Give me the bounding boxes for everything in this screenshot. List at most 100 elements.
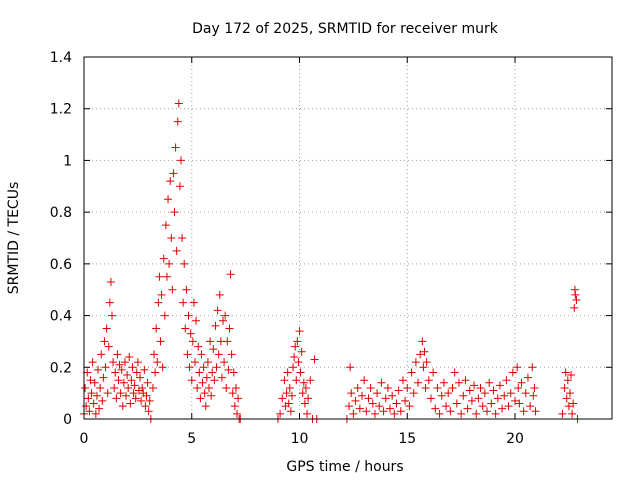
data-point: [498, 404, 507, 413]
data-point: [142, 391, 151, 400]
data-point: [179, 298, 188, 307]
data-point: [353, 383, 362, 392]
data-point: [392, 399, 401, 408]
y-tick-label: 0.2: [50, 360, 72, 376]
data-point: [81, 383, 90, 392]
data-point: [530, 383, 539, 392]
data-point: [105, 298, 114, 307]
data-point: [375, 402, 384, 411]
data-point: [210, 376, 219, 385]
data-point: [448, 383, 457, 392]
data-point: [523, 373, 532, 382]
data-point: [97, 350, 106, 359]
data-point: [96, 383, 105, 392]
data-point: [197, 350, 206, 359]
data-point: [160, 311, 169, 320]
data-point: [383, 383, 392, 392]
data-point: [517, 378, 526, 387]
data-point: [89, 399, 98, 408]
data-point: [106, 277, 115, 286]
data-point: [306, 376, 315, 385]
data-point: [431, 404, 440, 413]
data-point: [112, 394, 121, 403]
data-point: [132, 368, 141, 377]
data-point: [145, 396, 154, 405]
data-point: [295, 327, 304, 336]
data-point: [300, 399, 309, 408]
data-point: [381, 394, 390, 403]
data-point: [426, 394, 435, 403]
data-point: [113, 350, 122, 359]
x-tick-labels: 0 5 10 15 20: [80, 431, 524, 447]
y-axis-label: SRMTID / TECUs: [6, 182, 22, 295]
data-point: [187, 376, 196, 385]
data-point: [178, 234, 187, 242]
data-point: [189, 298, 198, 307]
data-point: [117, 365, 126, 374]
data-point: [485, 378, 494, 387]
data-point: [452, 399, 461, 408]
data-point: [424, 376, 433, 385]
data-point: [100, 337, 109, 346]
data-point: [159, 254, 168, 263]
data-point: [478, 402, 487, 411]
data-point: [168, 285, 177, 294]
data-point: [118, 402, 127, 411]
data-point: [129, 389, 138, 398]
data-point: [283, 368, 292, 377]
data-point: [194, 342, 203, 351]
data-point: [511, 396, 520, 405]
data-point: [109, 358, 118, 367]
data-point: [289, 363, 298, 372]
data-point: [296, 368, 305, 377]
data-point: [110, 383, 119, 392]
data-point: [569, 399, 578, 408]
data-point: [196, 394, 205, 403]
data-point: [91, 409, 100, 418]
data-point: [419, 363, 428, 372]
data-point: [195, 368, 204, 377]
data-point: [137, 396, 146, 405]
data-point: [213, 306, 222, 315]
data-point: [190, 358, 199, 367]
data-point: [303, 409, 312, 418]
data-point: [123, 371, 132, 380]
data-point: [562, 394, 571, 403]
data-point: [373, 389, 382, 398]
data-point: [418, 337, 427, 346]
grid-lines: [84, 57, 612, 419]
data-point: [500, 391, 509, 400]
data-point: [126, 399, 135, 408]
data-point: [211, 321, 220, 330]
data-point: [429, 368, 438, 377]
data-point: [294, 358, 303, 367]
data-point: [514, 383, 523, 392]
data-point: [217, 373, 226, 382]
data-point: [403, 383, 412, 392]
data-point: [297, 347, 306, 356]
data-point: [502, 376, 511, 385]
data-point: [180, 259, 189, 268]
data-point: [133, 358, 142, 367]
x-tick-label: 15: [398, 431, 416, 447]
x-axis-label: GPS time / hours: [286, 459, 403, 475]
data-point: [560, 383, 569, 392]
data-point: [231, 383, 240, 392]
data-point: [171, 143, 180, 152]
data-point: [290, 352, 299, 361]
data-point: [207, 391, 216, 400]
data-point: [571, 290, 580, 299]
y-tick-label: 0.8: [50, 205, 72, 221]
data-point: [199, 363, 208, 372]
data-point: [226, 270, 235, 279]
data-point: [346, 363, 355, 372]
data-point: [115, 360, 124, 369]
data-point: [483, 407, 492, 416]
data-point: [183, 350, 192, 359]
data-point: [188, 337, 197, 346]
data-point: [222, 383, 231, 392]
data-point: [130, 381, 139, 390]
data-point: [148, 383, 157, 392]
y-tick-label: 0.4: [50, 309, 72, 325]
data-point: [185, 363, 194, 372]
